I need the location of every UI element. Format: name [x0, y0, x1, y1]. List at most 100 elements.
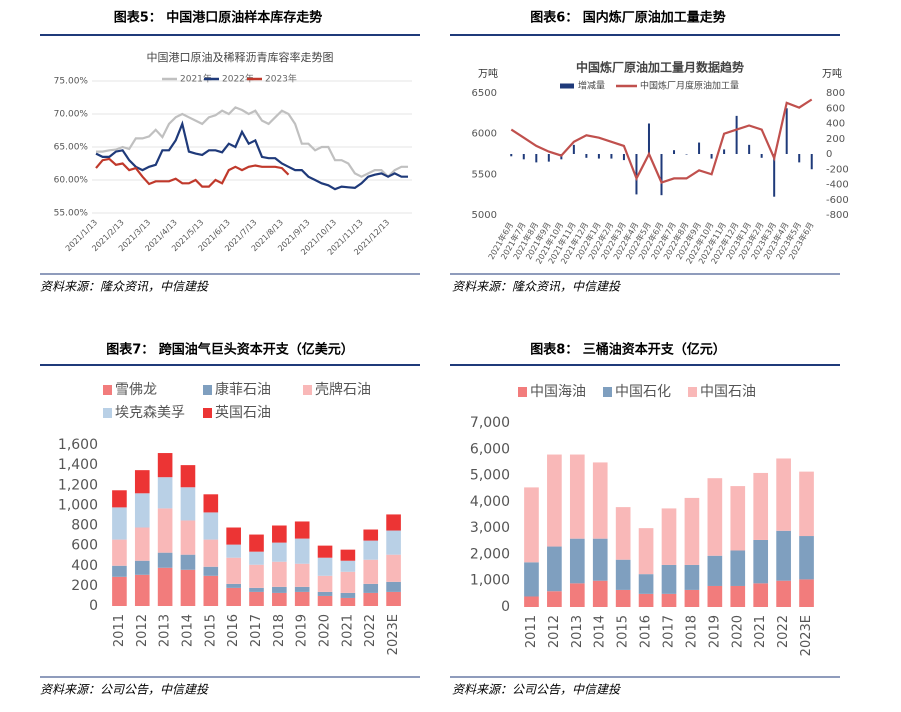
legend-swatch — [560, 83, 574, 89]
bar — [748, 144, 751, 154]
bar-segment — [134, 574, 150, 606]
y-tick-label: 65.00% — [54, 143, 89, 153]
bar — [535, 154, 538, 163]
x-tick-label: 2018 — [272, 614, 287, 647]
panel-heading: 图表5： 中国港口原油样本库存走势 — [114, 10, 323, 26]
bar — [610, 154, 613, 159]
source: 资料来源：隆众资讯，中信建投 — [452, 280, 621, 294]
bar-segment — [134, 527, 150, 561]
legend-label: 康菲石油 — [215, 381, 271, 398]
bar-segment — [180, 520, 196, 555]
legend-label: 中国石化 — [615, 384, 671, 400]
y-tick-label: 5000 — [472, 210, 497, 221]
bar — [547, 154, 550, 162]
bar-segment — [272, 525, 287, 543]
x-tick-label: 2011 — [524, 615, 539, 648]
x-tick-label: 2016 — [639, 615, 654, 648]
bar-segment — [340, 549, 356, 561]
bar-segment — [638, 528, 654, 575]
bar — [635, 154, 638, 195]
line-series — [95, 120, 408, 191]
bar-segment — [547, 591, 562, 607]
panel-heading: 图表7： 跨国油气巨头资本开支（亿美元） — [106, 342, 354, 358]
chart-title: 中国炼厂原油加工量月数据趋势 — [576, 60, 744, 75]
bar — [785, 108, 788, 154]
bar-segment — [684, 497, 700, 565]
bar-segment — [226, 527, 241, 545]
bar-segment — [730, 585, 746, 607]
axis-unit: 万吨 — [478, 67, 498, 80]
bar-segment — [180, 569, 196, 606]
bar-segment — [386, 591, 401, 606]
legend-label: 壳牌石油 — [315, 381, 371, 398]
y-tick-label: 55.00% — [54, 209, 89, 219]
bar-segment — [272, 592, 287, 606]
x-tick-label: 2013 — [570, 615, 585, 648]
x-tick-label: 2014 — [180, 614, 195, 647]
bar-segment — [134, 493, 150, 528]
bar-segment — [524, 562, 539, 597]
bar-segment — [569, 454, 585, 539]
bar-segment — [592, 538, 608, 581]
y-tick-label: 0 — [89, 598, 98, 614]
panel-heading: 图表6： 国内炼厂原油加工量走势 — [530, 10, 726, 26]
y-tick-label: 5,000 — [470, 468, 510, 484]
bar-segment — [203, 566, 219, 576]
bar-segment — [249, 551, 264, 565]
bar-segment — [180, 465, 196, 488]
bar-segment — [340, 560, 356, 572]
legend-label: 2023年 — [265, 73, 297, 85]
bar-segment — [157, 477, 173, 509]
bar-segment — [294, 591, 310, 606]
line-series — [510, 98, 813, 184]
bar — [760, 154, 763, 158]
bar-segment — [776, 458, 791, 531]
y-tick-label: 200 — [826, 134, 845, 145]
legend-label: 增减量 — [578, 80, 605, 92]
y-tick-label: -800 — [826, 210, 849, 221]
bar-segment — [340, 592, 356, 598]
x-tick-label: 2015 — [203, 614, 218, 647]
x-tick-label: 2018 — [684, 615, 699, 648]
y-tick-label: 6,000 — [470, 441, 510, 457]
y-tick-label: 7,000 — [470, 415, 510, 431]
y-tick-label: 0 — [826, 149, 832, 160]
bar-segment — [799, 579, 814, 607]
bar-segment — [226, 587, 241, 606]
bar-segment — [386, 514, 401, 531]
legend-label: 2022年 — [222, 73, 254, 85]
bar-segment — [294, 521, 310, 539]
bar — [798, 154, 801, 163]
bar-segment — [386, 581, 401, 592]
bar-segment — [363, 540, 379, 560]
bar-segment — [386, 554, 401, 582]
bar-segment — [203, 512, 219, 540]
y-tick-label: 5500 — [472, 169, 497, 180]
x-tick-label: 2020 — [318, 614, 333, 647]
bar — [622, 154, 625, 161]
x-tick-label: 2013 — [158, 614, 173, 647]
bar-segment — [730, 486, 746, 551]
bar-segment — [753, 539, 769, 584]
bar — [685, 154, 688, 155]
legend-swatch — [688, 387, 697, 397]
x-tick-label: 2012 — [135, 614, 150, 647]
bar — [810, 154, 813, 170]
bar-segment — [317, 545, 333, 558]
bar-segment — [294, 563, 310, 587]
legend-swatch — [603, 387, 612, 397]
bar-segment — [272, 586, 287, 593]
legend-label: 中国石油 — [700, 384, 756, 400]
bar-segment — [226, 557, 241, 584]
bar-segment — [569, 583, 585, 607]
bar-segment — [112, 576, 127, 606]
bar-segment — [249, 591, 264, 606]
x-tick-label: 2021 — [340, 614, 355, 647]
x-tick-label: 2022 — [363, 614, 378, 647]
y-tick-label: 1,400 — [58, 457, 98, 473]
bar — [522, 154, 525, 160]
bar-segment — [340, 571, 356, 593]
x-tick-label: 2019 — [295, 614, 310, 647]
y-tick-label: 70.00% — [54, 110, 89, 120]
x-tick-label: 2020 — [730, 615, 745, 648]
